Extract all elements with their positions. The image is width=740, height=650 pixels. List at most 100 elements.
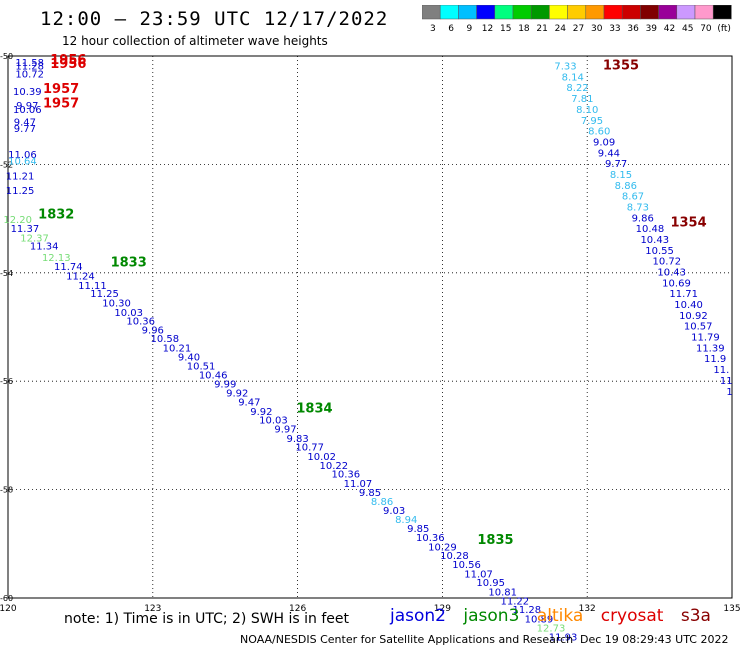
legend-label: 30 — [591, 24, 603, 34]
pass-time-label: 1833 — [111, 255, 147, 270]
legend-label: 42 — [664, 24, 675, 34]
wave-height-value: 10.58 — [151, 334, 180, 345]
wave-height-value: 10.72 — [15, 70, 44, 81]
wave-height-value: 7.33 — [554, 62, 576, 73]
wave-height-value: 8.94 — [395, 515, 417, 526]
pass-time-label: 1354 — [670, 216, 706, 231]
legend-label: 9 — [466, 24, 472, 34]
wave-height-value: 8.73 — [627, 202, 649, 213]
credit-line: NOAA/NESDIS Center for Satellite Applica… — [240, 633, 574, 646]
lat-tick-label: -58 — [0, 486, 13, 495]
wave-height-value: 9.99 — [214, 380, 236, 391]
wave-height-value: 10.29 — [428, 542, 457, 553]
legend-label: 33 — [609, 24, 620, 34]
wave-height-value: 9.83 — [286, 434, 308, 445]
wave-height-value: 9.47 — [238, 398, 260, 409]
wave-height-value: 10.36 — [332, 470, 361, 481]
wave-height-value: 9.96 — [142, 326, 164, 337]
legend-label: 3 — [430, 24, 436, 34]
legend-swatch — [712, 5, 732, 20]
satellite-jason2: jason2 — [390, 606, 446, 626]
lat-tick-label: -54 — [0, 269, 13, 278]
wave-height-value: 11.11 — [78, 281, 107, 292]
satellite-legend: jason2 jason3 altika cryosat s3a — [390, 606, 723, 626]
wave-height-value: 9.86 — [632, 213, 654, 224]
legend-label: (ft) — [717, 24, 731, 34]
wave-height-value: 9.40 — [178, 353, 200, 364]
wave-height-value: 11.71 — [669, 289, 698, 300]
wave-height-value: 1 — [726, 387, 732, 398]
wave-height-value: 9.77 — [14, 124, 36, 135]
satellite-altika: altika — [536, 606, 584, 626]
legend-label: 36 — [627, 24, 639, 34]
lon-tick-label: 126 — [289, 604, 306, 614]
legend-label: 39 — [646, 24, 658, 34]
lat-tick-label: -52 — [0, 160, 13, 169]
wave-height-value: 7.81 — [571, 94, 593, 105]
wave-height-value: 9.97 — [16, 101, 38, 112]
wave-height-value: 10.81 — [488, 587, 517, 598]
color-legend: 3 6 9 12 15 18 21 24 27 30 33 36 39 42 45 70 (ft) — [422, 5, 732, 34]
wave-height-value: 12.20 — [3, 215, 32, 226]
wave-height-value: 9.85 — [407, 524, 429, 535]
wave-height-value: 11.93 — [549, 632, 578, 643]
map-frame — [7, 55, 733, 599]
wave-height-value: 10.89 — [525, 614, 554, 625]
wave-height-value: 8.15 — [610, 170, 632, 181]
pass-time-label: 1835 — [477, 533, 513, 548]
legend-label: 27 — [573, 24, 584, 34]
wave-height-value: 10.72 — [653, 257, 682, 268]
wave-height-value: 11.22 — [500, 597, 529, 608]
wave-height-value: 10.95 — [476, 578, 505, 589]
satellite-s3a: s3a — [680, 606, 711, 626]
pass-time-label: 1957 — [43, 82, 79, 97]
pass-time-label: 1956 — [50, 57, 86, 72]
wave-height-value: 9.03 — [383, 506, 405, 517]
lat-tick-label: -50 — [0, 52, 13, 61]
lat-tick-label: -56 — [0, 377, 13, 386]
page-title: 12:00 – 23:59 UTC 12/17/2022 — [40, 8, 389, 30]
wave-height-value: 9.09 — [593, 137, 615, 148]
wave-height-value: 9.77 — [605, 159, 627, 170]
wave-height-value: 8.86 — [371, 497, 393, 508]
legend-label: 45 — [682, 24, 693, 34]
wave-height-value: 10.57 — [684, 322, 713, 333]
wave-height-value: 10.43 — [640, 235, 669, 246]
wave-height-value: 10.36 — [126, 316, 155, 327]
wave-height-value: 10.55 — [645, 246, 674, 257]
legend-label: 12 — [482, 24, 493, 34]
wave-height-value: 9.92 — [226, 388, 248, 399]
wave-height-value: 10.77 — [295, 443, 324, 454]
wave-height-value: 11.25 — [6, 186, 35, 197]
wave-height-value: 10.30 — [102, 298, 131, 309]
wave-height-value: 10.40 — [674, 300, 703, 311]
wave-height-value: 10.22 — [319, 461, 348, 472]
wave-height-value: 10.21 — [163, 343, 192, 354]
wave-height-value: 9.44 — [598, 148, 620, 159]
wave-height-value: 10.03 — [114, 308, 143, 319]
wave-height-value: 10.28 — [440, 551, 469, 562]
wave-height-value: 10.02 — [307, 452, 336, 463]
wave-height-value: 11.06 — [8, 150, 37, 161]
satellite-jason3: jason3 — [463, 606, 520, 626]
pass-time-label: 1355 — [603, 59, 639, 74]
wave-height-value: 8.10 — [576, 105, 598, 116]
wave-height-value: 12.37 — [20, 233, 49, 244]
legend-label: 21 — [536, 24, 547, 34]
lon-tick-label: 129 — [434, 604, 451, 614]
wave-height-value: 11.07 — [464, 569, 493, 580]
footnote: note: 1) Time is in UTC; 2) SWH is in fe… — [64, 611, 350, 627]
wave-height-value: 10.92 — [679, 311, 708, 322]
wave-height-value: 12.13 — [42, 253, 71, 264]
wave-height-value: 9.92 — [250, 407, 272, 418]
pass-time-label: 1834 — [296, 402, 332, 417]
pass-time-label: 1832 — [38, 208, 74, 223]
wave-height-value: 11.58 — [15, 58, 44, 69]
wave-height-value: 11.28 — [513, 605, 542, 616]
lat-tick-label: -60 — [0, 594, 13, 603]
legend-label: 70 — [700, 24, 712, 34]
wave-height-value: 10.03 — [259, 415, 288, 426]
wave-height-value: 11.21 — [6, 172, 35, 183]
wave-height-value: 8.67 — [622, 192, 644, 203]
